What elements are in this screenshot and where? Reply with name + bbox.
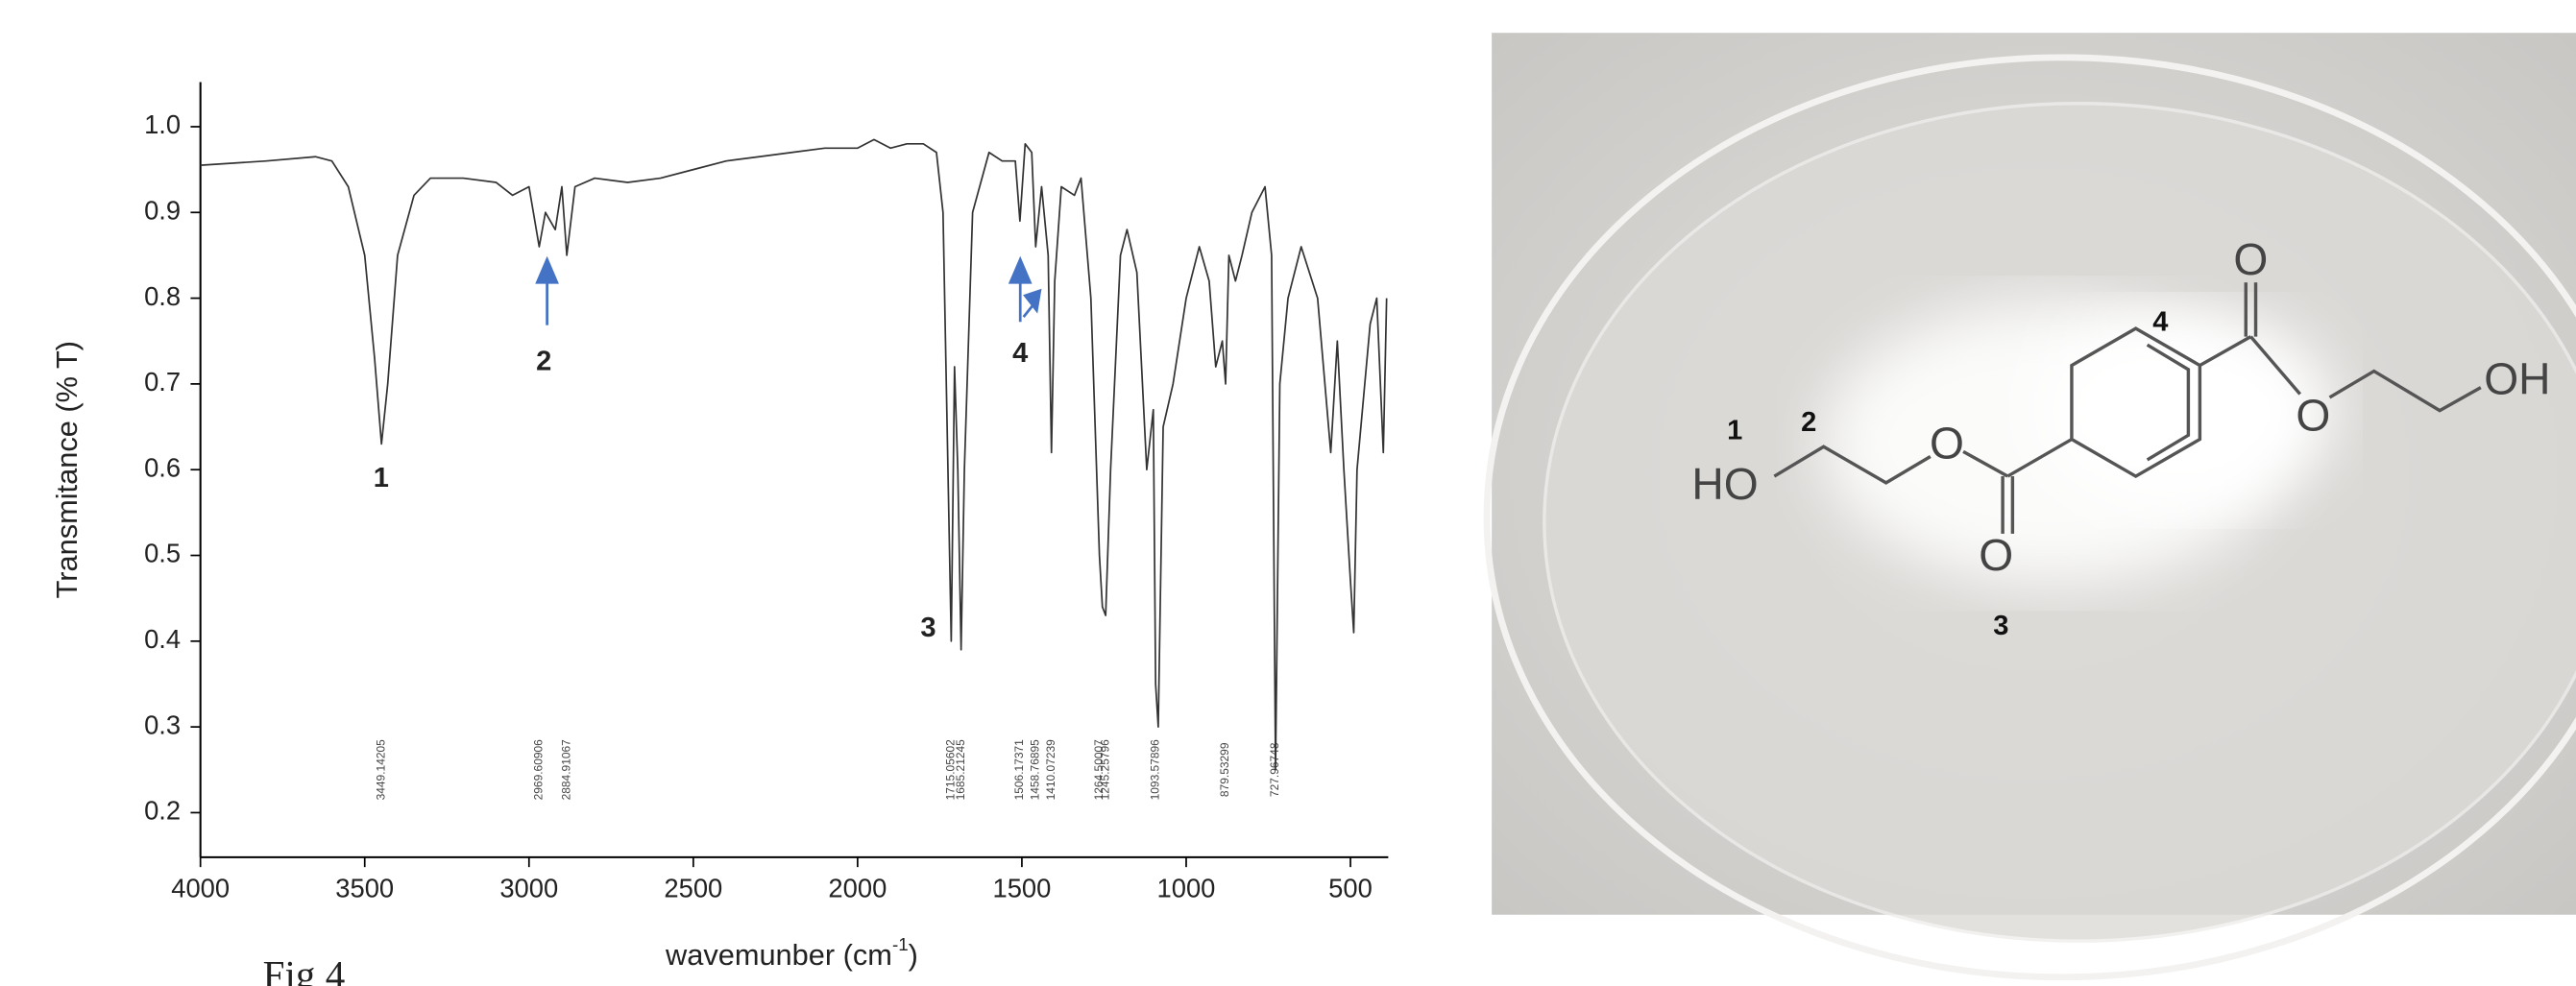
spectrum-line xyxy=(200,138,1388,771)
atom-label: O xyxy=(1979,530,2013,580)
atom-label: O xyxy=(2296,390,2330,440)
peak-annotation: 1410.07239 xyxy=(1044,739,1057,801)
atom-label: O xyxy=(1930,418,1964,468)
peak-annotation: 1715.05602 xyxy=(944,739,958,801)
y-tick-label: 0.3 xyxy=(144,709,181,739)
structure xyxy=(1773,282,2482,534)
position-number: 3 xyxy=(1993,611,2008,641)
peak-annotation: 1685.21245 xyxy=(954,739,967,801)
peak-number: 3 xyxy=(920,613,936,643)
dish-rim xyxy=(1483,54,2576,981)
bond xyxy=(1773,445,1932,485)
x-tick-label: 3000 xyxy=(499,873,558,902)
y-tick-label: 0.4 xyxy=(144,624,181,654)
position-number: 1 xyxy=(1727,416,1742,446)
bond xyxy=(2006,438,2073,478)
x-tick-label: 1500 xyxy=(992,873,1051,902)
y-tick-label: 0.6 xyxy=(144,452,181,482)
position-number: 4 xyxy=(2152,307,2168,338)
caption: Fig 4 xyxy=(263,952,346,986)
peak-number: 2 xyxy=(536,347,551,377)
arrows xyxy=(535,255,1042,325)
peak-annotation: 879.53299 xyxy=(1218,742,1231,797)
ring-inner xyxy=(2146,343,2191,462)
x-tick-label: 500 xyxy=(1328,873,1373,902)
y-tick-label: 0.8 xyxy=(144,281,181,311)
peak-annotation: 3449.14205 xyxy=(374,739,387,801)
position-number: 2 xyxy=(1801,407,1816,438)
peak-annotation: 1093.57896 xyxy=(1148,739,1161,801)
bond xyxy=(2249,335,2301,396)
x-tick-label: 2000 xyxy=(828,873,887,902)
bond xyxy=(2328,369,2482,413)
x-tick-label: 2500 xyxy=(664,873,722,902)
peak-annotation: 1264.50007 xyxy=(1092,739,1106,801)
x-tick-label: 1000 xyxy=(1157,873,1216,902)
y-tick-label: 0.5 xyxy=(144,539,181,568)
peak-number: 4 xyxy=(1012,338,1028,369)
y-tick-label: 0.2 xyxy=(144,796,181,826)
peak-number: 1 xyxy=(374,463,389,493)
x-axis-title: wavemunber (cm-1) xyxy=(665,934,918,972)
atom-label: O xyxy=(2233,234,2268,284)
content: Transmitance (% T) wavemunber (cm-1) Fig… xyxy=(50,33,2576,986)
x-tick-label: 4000 xyxy=(171,873,230,902)
atom-label: OH xyxy=(2484,354,2550,404)
peak-annotation: 1506.17371 xyxy=(1012,739,1026,801)
peak-annotation: 2969.60906 xyxy=(532,739,546,801)
x-tick-label: 3500 xyxy=(335,873,394,902)
arrow-head xyxy=(1008,255,1033,284)
arrow-head xyxy=(535,255,559,284)
arrow-head xyxy=(1023,288,1042,314)
bond xyxy=(2199,335,2252,368)
y-tick-label: 1.0 xyxy=(144,109,181,139)
y-axis-title: Transmitance (% T) xyxy=(50,341,84,598)
peak-annotation: 2884.91067 xyxy=(559,739,572,801)
photo: HO O O O O OH 1 2 3 4 xyxy=(1483,33,2576,981)
y-tick-label: 0.9 xyxy=(144,196,181,226)
x-axis-title-end: ) xyxy=(909,938,918,972)
atom-label: HO xyxy=(1691,459,1758,509)
peak-annotation: 1458.76895 xyxy=(1028,739,1041,801)
peak-annotation: 1245.25796 xyxy=(1098,739,1111,801)
x-axis-title-main: wavemunber (cm xyxy=(665,938,892,972)
bond xyxy=(1962,449,2009,478)
x-axis-title-sup: -1 xyxy=(892,934,909,954)
y-tick-label: 0.7 xyxy=(144,367,181,397)
chart: Transmitance (% T) wavemunber (cm-1) Fig… xyxy=(50,82,1389,986)
powder xyxy=(2037,311,2333,510)
